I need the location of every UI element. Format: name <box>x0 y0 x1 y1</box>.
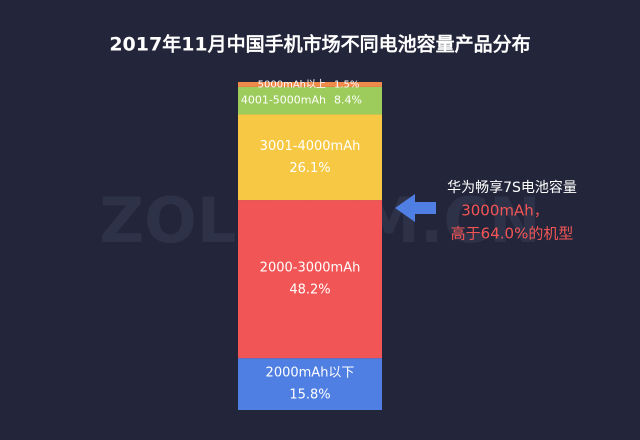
value-label: 1.5% <box>334 79 359 90</box>
chart-title: 2017年11月中国手机市场不同电池容量产品分布 <box>109 33 530 56</box>
annotation-line: 华为畅享7S电池容量 <box>447 179 577 196</box>
segment-label: 2000-3000mAh <box>260 261 361 276</box>
value-label: 48.2% <box>289 283 330 298</box>
arrow <box>395 194 436 222</box>
bar-segment <box>238 114 382 201</box>
bar-segment <box>238 358 382 410</box>
segment-label: 5000mAh以上 <box>258 78 326 90</box>
segment-label: 4001-5000mAh <box>241 94 326 107</box>
value-label: 26.1% <box>289 161 330 176</box>
value-label: 8.4% <box>334 94 362 107</box>
value-label: 15.8% <box>289 388 330 403</box>
segment-label: 2000mAh以下 <box>266 366 355 381</box>
segment-label: 3001-4000mAh <box>260 139 361 154</box>
bar-segment <box>238 200 382 359</box>
bar-segment <box>238 82 382 87</box>
annotation-line: 高于64.0%的机型 <box>451 225 574 243</box>
annotation-line: 3000mAh， <box>461 202 549 220</box>
bar-segment <box>238 86 382 115</box>
